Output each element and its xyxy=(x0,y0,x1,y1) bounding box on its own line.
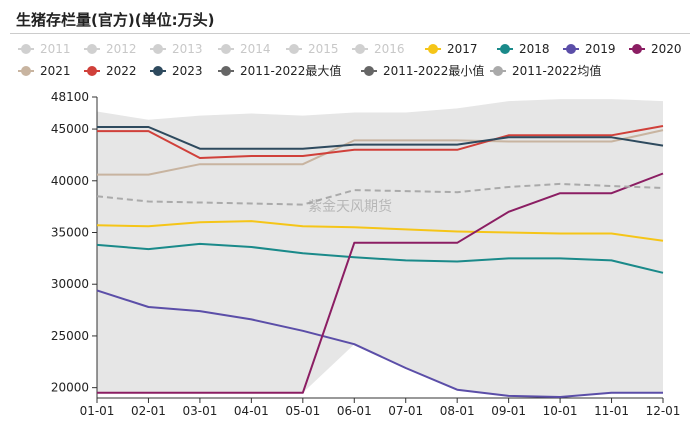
legend-item-2011-2022均值[interactable]: 2011-2022均值 xyxy=(490,63,601,78)
legend-marker xyxy=(21,44,31,54)
y-tick-label: 40000 xyxy=(51,174,89,188)
y-tick-label: 25000 xyxy=(51,329,89,343)
legend-item-2011-2022最小值[interactable]: 2011-2022最小值 xyxy=(361,63,484,78)
legend-label: 2017 xyxy=(447,42,478,56)
legend-label: 2014 xyxy=(240,42,271,56)
series-line-2023 xyxy=(97,126,664,150)
legend-marker xyxy=(566,44,576,54)
series-line-2020 xyxy=(97,172,664,394)
legend-label: 2016 xyxy=(374,42,405,56)
legend-label: 2011-2022最大值 xyxy=(240,63,341,78)
legend-item-2023[interactable]: 2023 xyxy=(150,64,203,78)
x-tick-label: 08-01 xyxy=(440,404,475,418)
y-tick-label: 48100 xyxy=(51,90,89,104)
legend-marker xyxy=(221,44,231,54)
legend-marker xyxy=(355,44,365,54)
legend-marker xyxy=(289,44,299,54)
legend-marker xyxy=(221,66,231,76)
legend-marker xyxy=(21,66,31,76)
legend-item-2020[interactable]: 2020 xyxy=(629,42,682,56)
legend-marker xyxy=(87,44,97,54)
y-tick-label: 35000 xyxy=(51,226,89,240)
legend-marker xyxy=(153,66,163,76)
y-tick-label: 45000 xyxy=(51,122,89,136)
legend-label: 2011 xyxy=(40,42,71,56)
legend-label: 2022 xyxy=(106,64,137,78)
y-tick-label: 20000 xyxy=(51,381,89,395)
axes: 20000 25000 30000 35000 40000 45000 48100 01-01… xyxy=(51,90,681,418)
x-tick-label: 10-01 xyxy=(543,404,578,418)
x-tick-label: 03-01 xyxy=(182,404,217,418)
series-line-2019 xyxy=(96,289,663,398)
legend-label: 2018 xyxy=(519,42,550,56)
legend-item-2022[interactable]: 2022 xyxy=(84,64,137,78)
x-tick-label: 01-01 xyxy=(80,404,115,418)
legend-item-2014[interactable]: 2014 xyxy=(218,42,271,56)
legend-item-2018[interactable]: 2018 xyxy=(497,42,550,56)
series-line-2022 xyxy=(97,125,664,159)
legend[interactable]: 2011 2012 2013 2014 2015 2016 2017 2018 2019 2020… xyxy=(18,42,682,78)
legend-label: 2015 xyxy=(308,42,339,56)
x-tick-label: 12-01 xyxy=(646,404,681,418)
legend-item-2012[interactable]: 2012 xyxy=(84,42,137,56)
legend-marker xyxy=(500,44,510,54)
legend-marker xyxy=(87,66,97,76)
x-tick-label: 11-01 xyxy=(594,404,629,418)
range-band xyxy=(97,99,663,397)
x-tick-label: 06-01 xyxy=(337,404,372,418)
legend-item-2013[interactable]: 2013 xyxy=(150,42,203,56)
legend-label: 2011-2022均值 xyxy=(512,63,601,78)
legend-item-2017[interactable]: 2017 xyxy=(425,42,478,56)
legend-item-2011[interactable]: 2011 xyxy=(18,42,71,56)
range-band-area xyxy=(97,99,663,397)
series-line-2017 xyxy=(96,220,664,242)
legend-label: 2023 xyxy=(172,64,203,78)
x-tick-label: 09-01 xyxy=(491,404,526,418)
legend-item-2019[interactable]: 2019 xyxy=(563,42,616,56)
legend-label: 2020 xyxy=(651,42,682,56)
series-line-2011-2022均值 xyxy=(96,182,664,206)
series-line-2018 xyxy=(96,242,664,274)
legend-marker xyxy=(632,44,642,54)
legend-item-2015[interactable]: 2015 xyxy=(286,42,339,56)
series-lines xyxy=(96,125,664,398)
legend-item-2016[interactable]: 2016 xyxy=(352,42,405,56)
legend-marker xyxy=(153,44,163,54)
legend-marker xyxy=(364,66,374,76)
legend-item-2021[interactable]: 2021 xyxy=(18,64,71,78)
x-tick-label: 04-01 xyxy=(234,404,269,418)
legend-item-2011-2022最大值[interactable]: 2011-2022最大值 xyxy=(218,63,341,78)
y-tick-label: 30000 xyxy=(51,277,89,291)
x-tick-label: 05-01 xyxy=(285,404,320,418)
legend-label: 2013 xyxy=(172,42,203,56)
legend-marker xyxy=(428,44,438,54)
watermark-text: 紫金天风期货 xyxy=(308,198,392,215)
legend-label: 2019 xyxy=(585,42,616,56)
legend-label: 2011-2022最小值 xyxy=(383,63,484,78)
legend-label: 2021 xyxy=(40,64,71,78)
chart-title: 生猪存栏量(官方)(单位:万头) xyxy=(16,11,215,29)
title-divider xyxy=(10,33,690,34)
series-line-2021 xyxy=(97,129,664,176)
x-tick-label: 02-01 xyxy=(131,404,166,418)
legend-marker xyxy=(493,66,503,76)
x-tick-label: 07-01 xyxy=(388,404,423,418)
legend-label: 2012 xyxy=(106,42,137,56)
